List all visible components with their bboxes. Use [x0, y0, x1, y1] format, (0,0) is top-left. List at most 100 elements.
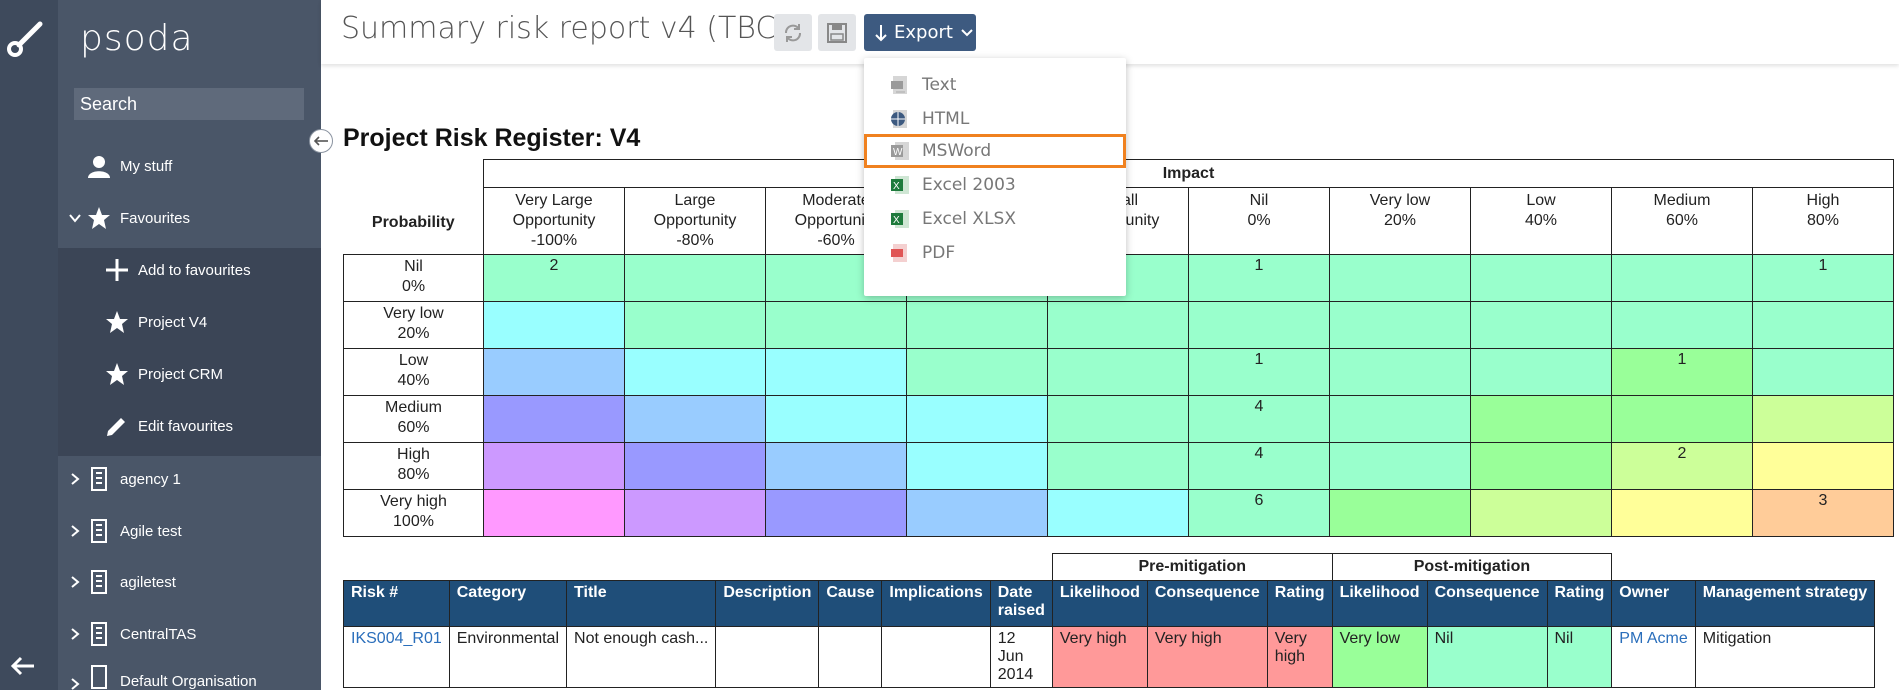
text-file-icon [891, 76, 907, 94]
matrix-cell [1752, 442, 1894, 490]
sidebar-item-label: agiletest [120, 573, 176, 591]
owner-link[interactable]: PM Acme [1611, 626, 1696, 688]
export-button[interactable]: Export [864, 14, 976, 51]
export-excel-2003-item[interactable]: X Excel 2003 [864, 168, 1126, 202]
matrix-cell [1047, 489, 1189, 537]
save-button[interactable] [818, 14, 856, 51]
register-column-header: Rating [1546, 580, 1613, 627]
chevron-right-icon[interactable] [68, 525, 82, 537]
sidebar-item-centraltas[interactable]: CentralTAS [58, 608, 321, 660]
sidebar-item-default-organisation[interactable]: Default Organisation [58, 660, 321, 690]
register-cell: Very low [1331, 626, 1428, 688]
chevron-right-icon[interactable] [68, 473, 82, 485]
matrix-cell [1329, 442, 1471, 490]
sidebar-item-agile-test[interactable]: Agile test [58, 505, 321, 557]
probability-row-header: Low 40% [343, 348, 484, 396]
register-cell: Mitigation [1694, 626, 1876, 688]
impact-column-header: Nil 0% [1188, 187, 1330, 255]
matrix-cell [483, 395, 625, 443]
sidebar-item-label: My stuff [120, 157, 173, 175]
column-header-line: -80% [676, 232, 714, 249]
matrix-cell: 4 [1188, 442, 1330, 490]
sidebar-item-project-crm[interactable]: Project CRM [58, 348, 321, 400]
matrix-cell [1752, 348, 1894, 396]
building-icon [86, 621, 112, 647]
register-column-header: Date raised [989, 580, 1053, 627]
register-column-header: Risk # [343, 580, 450, 627]
refresh-button[interactable] [774, 14, 812, 51]
row-header-line: 100% [393, 513, 434, 530]
risk-id-link[interactable]: IKS004_R01 [343, 626, 450, 688]
matrix-cell: 2 [1611, 442, 1753, 490]
column-header-line: 0% [1247, 212, 1271, 229]
impact-column-header: Very low 20% [1329, 187, 1471, 255]
risk-register-table: Pre-mitigation Post-mitigation Risk # Cat… [343, 553, 1876, 688]
register-cell [715, 626, 820, 688]
collapse-sidebar-button[interactable] [309, 129, 333, 153]
sidebar-item-add-to-favourites[interactable]: Add to favourites [58, 244, 321, 296]
matrix-cell [624, 442, 766, 490]
sidebar-item-agiletest[interactable]: agiletest [58, 556, 321, 608]
matrix-cell [906, 395, 1048, 443]
menu-item-label: Text [922, 75, 957, 95]
matrix-cell [906, 489, 1048, 537]
sidebar-item-favourites[interactable]: Favourites [58, 192, 321, 244]
matrix-cell: 1 [1752, 254, 1894, 302]
sidebar-item-project-v4[interactable]: Project V4 [58, 296, 321, 348]
page-title: Summary risk report v4 (TBC) [341, 11, 789, 46]
column-header-line: Opportunity [794, 212, 878, 229]
chevron-right-icon[interactable] [68, 628, 82, 640]
matrix-cell [765, 395, 907, 443]
column-header-line: 20% [1383, 212, 1417, 229]
export-excel-xlsx-item[interactable]: X Excel XLSX [864, 202, 1126, 236]
back-arrow-icon[interactable] [10, 655, 36, 677]
row-header-line: Low [398, 352, 429, 369]
chevron-down-icon[interactable] [68, 213, 82, 223]
register-column-header: Consequence [1146, 580, 1268, 627]
save-icon [827, 22, 847, 43]
matrix-cell [624, 489, 766, 537]
sidebar-item-label: Project CRM [138, 365, 224, 383]
menu-item-label: Excel XLSX [922, 209, 1016, 229]
matrix-cell: 3 [1752, 489, 1894, 537]
sidebar-item-agency-1[interactable]: agency 1 [58, 453, 321, 505]
matrix-cell [1047, 301, 1189, 349]
sidebar-item-label: Default Organisation [120, 673, 257, 690]
chevron-right-icon[interactable] [68, 678, 82, 690]
svg-text:X: X [893, 215, 900, 226]
psoda-logo-icon[interactable] [6, 16, 48, 58]
sidebar-item-label: Add to favourites [138, 261, 251, 279]
export-msword-item[interactable]: W MSWord [864, 134, 1126, 168]
sidebar-item-edit-favourites[interactable]: Edit favourites [58, 400, 321, 452]
probability-row-header: High 80% [343, 442, 484, 490]
matrix-cell [483, 489, 625, 537]
sidebar-item-my-stuff[interactable]: My stuff [58, 140, 321, 192]
column-header-line: Very low [1369, 192, 1431, 209]
matrix-cell [1329, 489, 1471, 537]
matrix-cell [1611, 395, 1753, 443]
register-column-header: Consequence [1426, 580, 1548, 627]
row-header-line: Medium [385, 399, 442, 416]
register-column-header: Cause [818, 580, 883, 627]
matrix-cell [1470, 348, 1612, 396]
chevron-right-icon[interactable] [68, 576, 82, 588]
matrix-cell [1470, 395, 1612, 443]
matrix-cell [1611, 254, 1753, 302]
impact-label: Impact [483, 159, 1894, 188]
register-column-header: Category [448, 580, 568, 627]
export-pdf-item[interactable]: PDF [864, 236, 1126, 270]
user-icon [86, 153, 112, 179]
matrix-row: Low 40% 1 1 [343, 348, 1894, 396]
export-text-item[interactable]: Text [864, 68, 1126, 102]
column-header-line: Nil [1249, 192, 1269, 209]
matrix-cell [1470, 301, 1612, 349]
column-header-line: Medium [1653, 192, 1711, 209]
register-cell [818, 626, 883, 688]
matrix-cell [483, 301, 625, 349]
matrix-cell [906, 442, 1048, 490]
table-row: IKS004_R01 Environmental Not enough cash..… [343, 626, 1876, 688]
search-input[interactable] [74, 88, 304, 120]
export-html-item[interactable]: HTML [864, 102, 1126, 136]
matrix-cell [483, 442, 625, 490]
matrix-cell [1752, 301, 1894, 349]
